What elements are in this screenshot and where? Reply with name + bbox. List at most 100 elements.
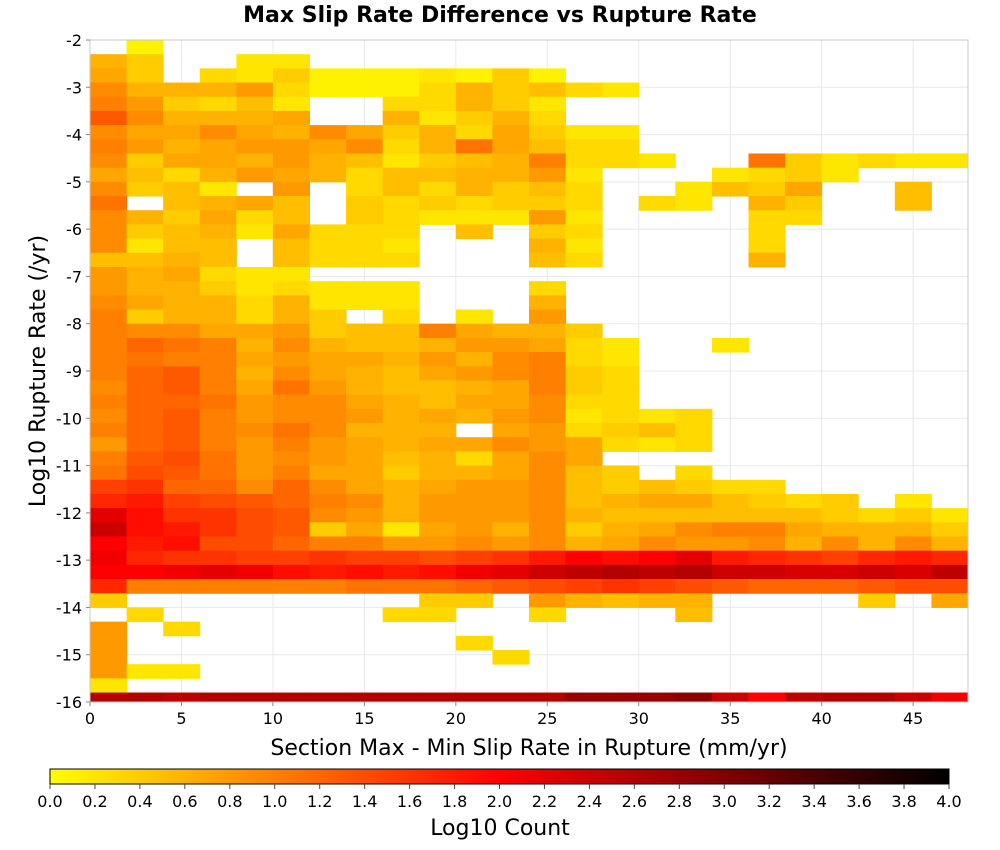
heatmap-cell xyxy=(90,110,128,126)
heatmap-cell xyxy=(602,550,640,566)
heatmap-cell xyxy=(565,493,603,509)
heatmap-cell xyxy=(236,323,274,339)
heatmap-cell xyxy=(529,508,567,523)
heatmap-cell xyxy=(272,224,310,240)
heatmap-cell xyxy=(272,408,310,424)
heatmap-cell xyxy=(565,252,603,268)
heatmap-cell xyxy=(199,692,237,703)
heatmap-cell xyxy=(346,423,384,438)
heatmap-cell xyxy=(382,323,420,339)
heatmap-cell xyxy=(894,550,932,566)
heatmap-cell xyxy=(529,352,567,367)
heatmap-cell xyxy=(90,153,128,169)
heatmap-cell xyxy=(382,210,420,225)
heatmap-cell xyxy=(492,437,530,452)
heatmap-cell xyxy=(492,352,530,367)
heatmap-cell xyxy=(711,522,749,537)
heatmap-cell xyxy=(529,323,567,339)
heatmap-cell xyxy=(199,167,237,183)
heatmap-cell xyxy=(272,451,310,467)
heatmap-cell xyxy=(236,493,274,509)
heatmap-cell xyxy=(126,451,164,467)
heatmap-cell xyxy=(529,593,567,608)
heatmap-cell xyxy=(163,550,201,566)
colorbar-tick-label: 2.8 xyxy=(667,792,692,811)
heatmap-cell xyxy=(711,692,749,703)
heatmap-cell xyxy=(675,181,713,197)
heatmap-cell xyxy=(236,550,274,566)
heatmap-cell xyxy=(785,196,823,211)
heatmap-cell xyxy=(163,96,201,112)
heatmap-cell xyxy=(236,451,274,467)
heatmap-cell xyxy=(894,196,932,211)
heatmap-cell xyxy=(346,125,384,140)
heatmap-cell xyxy=(163,110,201,126)
heatmap-cell xyxy=(199,266,237,282)
heatmap-cell xyxy=(602,437,640,452)
heatmap-cell xyxy=(382,522,420,537)
heatmap-cell xyxy=(565,451,603,467)
heatmap-cell xyxy=(90,593,128,608)
heatmap-cell xyxy=(675,437,713,452)
heatmap-cell xyxy=(90,167,128,183)
heatmap-cell xyxy=(529,423,567,438)
heatmap-cell xyxy=(492,692,530,703)
heatmap-cell xyxy=(455,196,493,211)
heatmap-cell xyxy=(931,536,969,552)
heatmap-cell xyxy=(675,564,713,580)
heatmap-cell xyxy=(748,224,786,240)
heatmap-cell xyxy=(346,139,384,154)
heatmap-cell xyxy=(492,68,530,84)
heatmap-cell xyxy=(163,451,201,467)
heatmap-cell xyxy=(309,281,347,296)
heatmap-cell xyxy=(565,153,603,169)
heatmap-cell xyxy=(272,423,310,438)
heatmap-cell xyxy=(492,210,530,225)
heatmap-cell xyxy=(163,437,201,452)
heatmap-cell xyxy=(748,196,786,211)
heatmap-cell xyxy=(199,408,237,424)
heatmap-cell xyxy=(309,337,347,353)
heatmap-cell xyxy=(894,579,932,594)
y-tick-label: -10 xyxy=(56,409,82,428)
heatmap-cell xyxy=(419,337,457,353)
heatmap-cell xyxy=(382,451,420,467)
heatmap-cell xyxy=(346,493,384,509)
heatmap-cell xyxy=(163,238,201,254)
heatmap-cell xyxy=(90,678,128,694)
heatmap-cell xyxy=(455,82,493,98)
heatmap-cell xyxy=(346,366,384,381)
heatmap-cell xyxy=(382,423,420,438)
heatmap-cell xyxy=(565,125,603,140)
heatmap-cell xyxy=(638,593,676,608)
heatmap-cell xyxy=(455,479,493,495)
heatmap-cell xyxy=(199,493,237,509)
heatmap-cell xyxy=(565,210,603,225)
heatmap-cell xyxy=(492,394,530,410)
heatmap-cell xyxy=(309,323,347,339)
heatmap-cell xyxy=(199,210,237,225)
heatmap-cell xyxy=(382,437,420,452)
heatmap-cell xyxy=(419,550,457,566)
colorbar-tick-label: 0.2 xyxy=(82,792,107,811)
heatmap-cell xyxy=(199,68,237,84)
heatmap-cell xyxy=(236,579,274,594)
heatmap-cell xyxy=(199,139,237,154)
heatmap-cell xyxy=(821,536,859,552)
heatmap-cell xyxy=(455,366,493,381)
heatmap-cell xyxy=(419,408,457,424)
heatmap-cell xyxy=(272,352,310,367)
heatmap-cell xyxy=(199,366,237,381)
heatmap-cell xyxy=(565,196,603,211)
heatmap-cell xyxy=(90,692,128,703)
heatmap-cell xyxy=(492,493,530,509)
heatmap-cell xyxy=(894,508,932,523)
y-tick-labels: -2 -3 -4 -5 -6 -7 -8 -9 -10 -11 -12 -13 -14 -15 -16 xyxy=(56,31,90,712)
y-tick-label: -13 xyxy=(56,551,82,570)
heatmap-cell xyxy=(199,238,237,254)
x-axis-label: Section Max - Min Slip Rate in Rupture (… xyxy=(270,736,787,761)
heatmap-cell xyxy=(163,621,201,637)
heatmap-cell xyxy=(675,408,713,424)
heatmap-cell xyxy=(858,564,896,580)
heatmap-cell xyxy=(163,394,201,410)
